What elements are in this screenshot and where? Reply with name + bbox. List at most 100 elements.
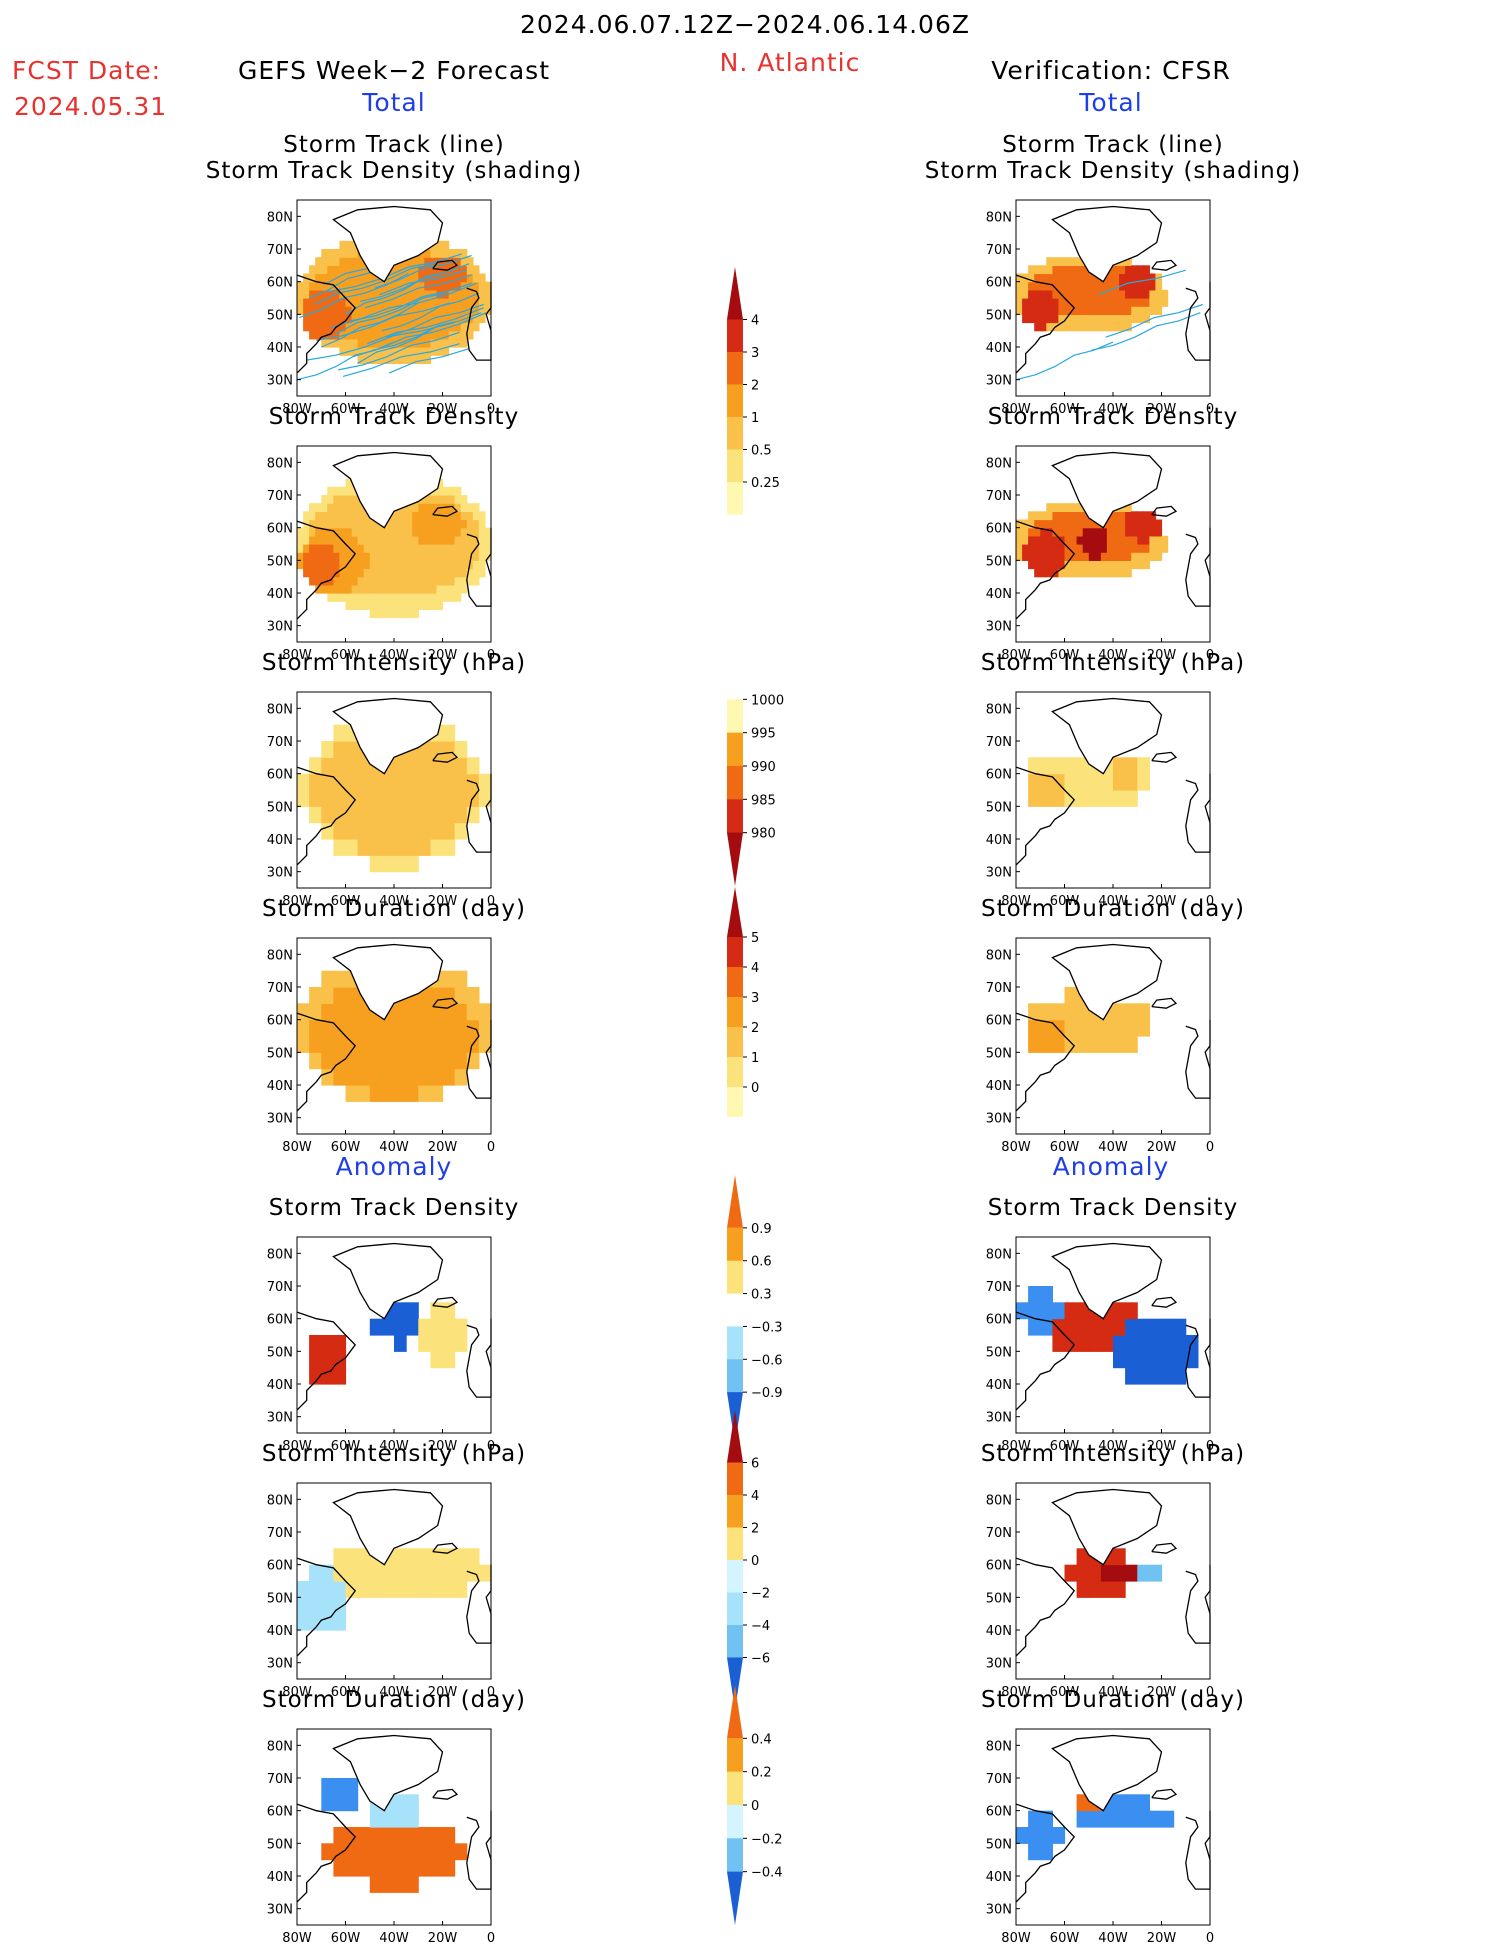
field-cell: [442, 338, 450, 348]
field-cell: [1088, 568, 1096, 578]
x-tick-label: 0: [1206, 1439, 1214, 1454]
field-cell: [454, 970, 468, 988]
field-cell: [454, 338, 462, 348]
field-cell: [1028, 527, 1035, 537]
field-cell: [418, 1335, 431, 1352]
field-cell: [363, 568, 371, 578]
field-cell: [478, 519, 486, 529]
field-cell: [309, 552, 316, 561]
field-cell: [357, 257, 365, 266]
field-cell: [381, 1019, 395, 1037]
field-cell: [1106, 314, 1114, 324]
field-cell: [1113, 790, 1126, 807]
field-cell: [1113, 306, 1120, 315]
field-cell: [1028, 535, 1035, 545]
field-cell: [357, 552, 365, 561]
field-cell: [369, 790, 383, 807]
field-cell: [381, 1085, 395, 1102]
field-cell: [1052, 535, 1060, 545]
field-cell: [351, 535, 359, 545]
field-cell: [1082, 281, 1090, 291]
field-cell: [1040, 790, 1053, 807]
field-cell: [297, 790, 310, 807]
field-cell: [436, 519, 444, 529]
x-tick-label: 80W: [282, 648, 312, 663]
field-cell: [394, 1581, 407, 1598]
field-cell: [1076, 306, 1084, 315]
field-cell: [466, 306, 474, 315]
field-cell: [381, 314, 389, 324]
field-cell: [394, 1318, 407, 1336]
field-cell: [1028, 552, 1035, 561]
field-cell: [406, 773, 419, 791]
field-cell: [333, 1794, 347, 1812]
field-cell: [1149, 273, 1157, 283]
field-cell: [345, 601, 353, 610]
field-cell: [1034, 281, 1041, 291]
field-cell: [484, 527, 492, 537]
field-cell: [309, 298, 316, 307]
field-cell: [333, 495, 341, 504]
field-cell: [1076, 1318, 1090, 1336]
field-cell: [369, 322, 377, 332]
field-cell: [442, 314, 450, 324]
field-cell: [430, 249, 438, 258]
field-cell: [375, 527, 383, 537]
field-cell: [406, 1843, 419, 1861]
field-cell: [1016, 527, 1023, 537]
field-cell: [1100, 1019, 1114, 1037]
field-cell: [1064, 298, 1072, 307]
y-tick-label: 50N: [986, 554, 1012, 569]
field-cell: [454, 544, 462, 553]
field-cell: [369, 535, 377, 545]
field-cell: [454, 1564, 468, 1582]
field-cell: [345, 298, 353, 307]
field-cell: [1028, 519, 1035, 529]
field-cell: [1046, 568, 1053, 578]
y-tick-label: 70N: [267, 1772, 293, 1787]
field-cell: [1125, 1302, 1138, 1320]
x-tick-label: 0: [487, 1685, 495, 1700]
field-cell: [339, 249, 347, 258]
field-cell: [394, 1859, 407, 1877]
field-cell: [1058, 306, 1066, 315]
field-cell: [1016, 1827, 1029, 1844]
colorbar-density-anom: 0.90.60.3−0.3−0.6−0.9: [727, 1175, 783, 1445]
storm-track-line: [1105, 303, 1203, 338]
greenland-outline: [332, 943, 444, 1021]
colorbar-label: 0: [751, 1081, 759, 1096]
field-cell: [448, 503, 456, 512]
field-cell: [1106, 281, 1114, 291]
field-cell: [1088, 1335, 1102, 1352]
field-cell: [363, 314, 371, 324]
x-tick-label: 40W: [1098, 402, 1128, 417]
field-cell: [297, 289, 304, 299]
field-cell: [1125, 273, 1132, 283]
field-cell: [478, 1003, 492, 1021]
y-tick-label: 80N: [267, 456, 293, 471]
right-anomaly-label: Anomaly: [1052, 1152, 1170, 1181]
field-cell: [406, 593, 413, 602]
colorbar-label: 2: [751, 1522, 759, 1537]
field-cell: [1034, 568, 1041, 578]
field-cell: [1070, 273, 1078, 283]
colorbar-segment: [727, 1625, 743, 1658]
field-cell: [394, 601, 401, 610]
y-tick-label: 60N: [986, 522, 1012, 537]
field-cell: [369, 576, 377, 586]
field-cell: [1094, 322, 1102, 332]
x-tick-label: 40W: [1098, 1685, 1128, 1700]
field-cell: [454, 1052, 468, 1070]
field-cell: [394, 338, 401, 348]
field-cell: [436, 486, 444, 496]
greenland-outline: [1051, 451, 1163, 529]
field-cell: [357, 822, 371, 840]
field-cell: [1143, 289, 1150, 299]
field-cell: [1064, 1302, 1078, 1320]
field-cell: [369, 1876, 383, 1893]
field-cell: [406, 273, 413, 283]
field-cell: [412, 527, 419, 537]
field-cell: [1040, 1318, 1053, 1336]
x-tick-label: 80W: [1001, 1140, 1031, 1155]
